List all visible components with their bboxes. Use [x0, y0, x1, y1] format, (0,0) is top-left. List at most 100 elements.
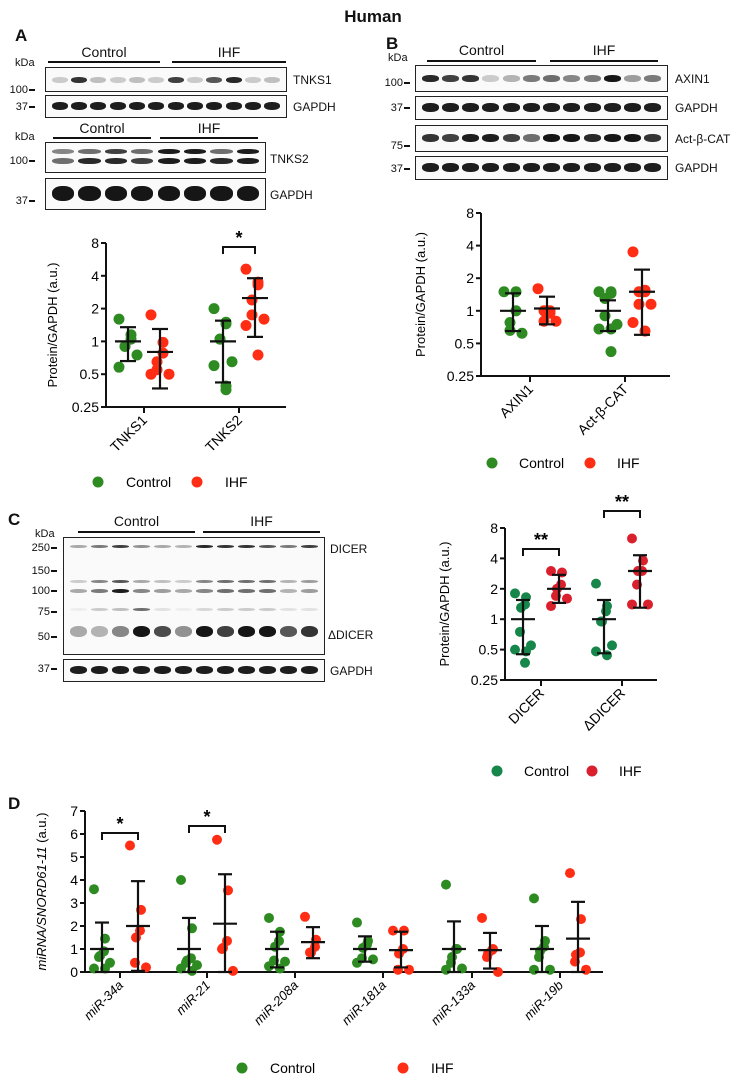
- data-point: [113, 361, 125, 373]
- significance-label: *: [116, 814, 123, 834]
- y-tick-label: 1: [466, 303, 474, 319]
- legend-label: Control: [126, 474, 171, 490]
- blot-band: [603, 103, 621, 112]
- blot-band: [69, 626, 88, 637]
- data-point: [145, 368, 157, 380]
- blot-band: [52, 186, 75, 201]
- blot-band: [109, 77, 126, 83]
- data-point: [516, 602, 526, 613]
- y-tick-label: 4: [91, 268, 99, 284]
- blot-band: [111, 580, 130, 583]
- y-tick-label: 5: [70, 849, 78, 865]
- significance-bracket: [222, 246, 256, 254]
- data-point: [208, 360, 220, 372]
- blot-band: [78, 158, 101, 164]
- blot-band: [522, 134, 540, 142]
- significance-bracket: [522, 548, 560, 556]
- marker-37: 37: [5, 101, 35, 113]
- blot-band: [132, 545, 151, 548]
- blot-band: [421, 134, 439, 142]
- data-point: [498, 286, 510, 298]
- blot-band: [167, 77, 184, 83]
- data-point: [226, 356, 238, 368]
- chart-c: 0.25 0.5 1 2 4 8 Protein/GAPDH (a.u.) DICER ΔDIC…: [437, 492, 657, 779]
- y-tick-label: 0.5: [479, 642, 499, 658]
- blot-band: [244, 102, 262, 110]
- blot-band: [237, 580, 256, 583]
- blot-band: [69, 545, 88, 548]
- group-label-control: Control: [458, 42, 505, 58]
- blot-band: [52, 149, 75, 154]
- data-point: [368, 954, 378, 965]
- blot-band: [90, 77, 107, 83]
- data-point: [280, 956, 290, 967]
- significance-label: *: [235, 228, 242, 248]
- blot-band: [153, 545, 172, 548]
- blot-band: [174, 589, 193, 593]
- blot-band: [603, 134, 621, 142]
- data-point: [258, 313, 270, 325]
- kda-label: kDa: [388, 52, 408, 64]
- y-tick-label: 0.5: [455, 335, 475, 351]
- group-line-control: [78, 531, 195, 533]
- y-tick-label: 4: [466, 238, 474, 254]
- data-point: [89, 884, 99, 895]
- blot-gapdh-b2: [415, 156, 668, 180]
- blot-band: [244, 77, 262, 83]
- legend-marker: [584, 457, 596, 469]
- blot-band: [157, 158, 180, 164]
- group-line-control: [48, 61, 160, 63]
- blot-band: [216, 608, 235, 611]
- blot-band: [421, 163, 439, 172]
- legend-marker: [191, 476, 203, 488]
- blot-band: [441, 163, 459, 172]
- blot-band: [543, 134, 561, 142]
- data-point: [645, 298, 657, 310]
- blot-band: [236, 158, 259, 164]
- band-label-gapdh: GAPDH: [675, 161, 718, 175]
- legend-label: Control: [524, 763, 569, 779]
- blot-band: [51, 77, 68, 83]
- blot-band: [225, 77, 242, 83]
- panel-label-a: A: [15, 26, 28, 45]
- blot-band: [258, 545, 277, 548]
- band-label-gapdh: GAPDH: [330, 664, 373, 678]
- data-point: [240, 263, 252, 275]
- kda-label: kDa: [15, 57, 35, 69]
- x-category-label: miR-181a: [339, 978, 389, 1028]
- blot-band: [210, 149, 233, 154]
- y-tick-label: 2: [466, 270, 474, 286]
- data-point: [441, 964, 451, 975]
- blot-band: [195, 545, 214, 548]
- blot-band: [563, 75, 581, 82]
- blot-band: [131, 149, 154, 154]
- blot-band: [216, 666, 235, 674]
- significance-label: **: [615, 492, 629, 512]
- blot-band: [279, 608, 298, 611]
- marker-150: 150: [27, 565, 57, 577]
- blot-band: [111, 608, 130, 611]
- blot-gapdh-a1: [45, 95, 287, 118]
- blot-band: [109, 102, 126, 110]
- y-tick-label: 8: [490, 520, 498, 536]
- y-axis-label: Protein/GAPDH (a.u.): [437, 542, 452, 667]
- group-label-control: Control: [79, 120, 125, 136]
- data-point: [131, 349, 143, 361]
- marker-100: 100: [380, 77, 410, 89]
- blot-dicer: [63, 537, 325, 655]
- legend-label: Control: [519, 455, 564, 471]
- marker-75: 75: [380, 140, 410, 152]
- blot-band: [300, 626, 319, 637]
- panel-label-b: B: [386, 34, 399, 53]
- blot-band: [174, 626, 193, 637]
- blot-band: [522, 163, 540, 172]
- blot-band: [258, 608, 277, 611]
- data-point: [252, 349, 264, 361]
- data-point: [352, 917, 362, 928]
- blot-band: [70, 77, 88, 83]
- x-category-label: ΔDICER: [579, 685, 628, 734]
- legend-marker: [397, 1062, 409, 1074]
- marker-37: 37: [5, 195, 35, 207]
- marker-250: 250: [27, 542, 57, 554]
- blot-band: [279, 580, 298, 583]
